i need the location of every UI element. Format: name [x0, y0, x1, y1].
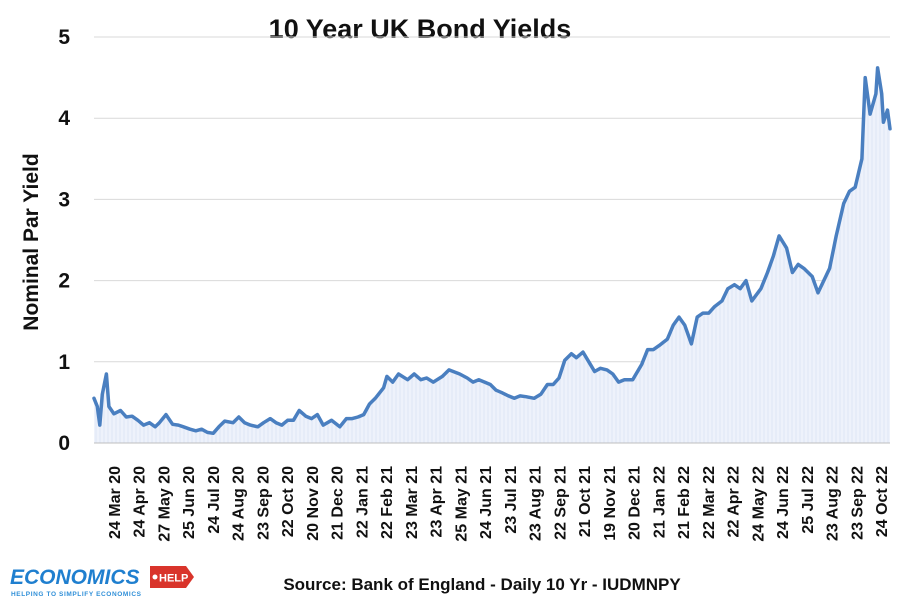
x-tick-label: 23 Aug 21	[528, 466, 545, 541]
y-tick-label: 1	[58, 351, 70, 374]
x-tick-label: 22 Oct 20	[280, 466, 297, 537]
x-tick-label: 23 Aug 22	[825, 466, 842, 541]
logo-tag-shape	[150, 566, 194, 588]
x-tick-label: 22 Sep 21	[552, 466, 569, 540]
y-tick-label: 2	[58, 270, 70, 293]
x-tick-label: 21 Oct 21	[577, 466, 594, 537]
y-tick-label: 0	[58, 432, 70, 455]
x-tick-label: 21 Dec 20	[330, 466, 347, 540]
x-tick-label: 22 Apr 22	[726, 466, 743, 538]
logo-wordmark: ECONOMICS	[10, 566, 140, 589]
y-tick-label: 4	[58, 107, 70, 130]
x-tick-label: 25 Jun 20	[181, 466, 198, 539]
x-tick-label: 25 Jul 22	[800, 466, 817, 534]
chart-title: 10 Year UK Bond Yields	[269, 14, 572, 44]
yield-series-line	[92, 66, 892, 436]
x-tick-label: 24 Aug 20	[231, 466, 248, 541]
x-tick-label: 24 May 22	[750, 466, 767, 542]
yield-area-fill	[94, 67, 890, 444]
x-tick-label: 21 Jan 22	[651, 466, 668, 538]
y-tick-label: 5	[58, 26, 70, 49]
logo-tag-hole	[152, 574, 158, 580]
logo-tag-text: HELP	[159, 573, 188, 585]
x-tick-label: 23 Mar 21	[404, 466, 421, 539]
y-tick-label: 3	[58, 188, 70, 211]
x-tick-label: 24 Oct 22	[874, 466, 891, 537]
x-tick-label: 21 Feb 22	[676, 466, 693, 539]
source-note: Source: Bank of England - Daily 10 Yr - …	[283, 575, 681, 594]
x-tick-label: 23 Sep 22	[849, 466, 866, 540]
x-tick-label: 24 Jul 20	[206, 466, 223, 534]
x-tick-label: 24 Jun 22	[775, 466, 792, 539]
x-tick-label: 23 Apr 21	[429, 466, 446, 538]
x-tick-label: 24 Mar 20	[107, 466, 124, 539]
x-tick-label: 22 Jan 21	[354, 466, 371, 538]
x-tick-label: 20 Nov 20	[305, 466, 322, 541]
x-tick-label: 22 Feb 21	[379, 466, 396, 539]
x-tick-label: 23 Sep 20	[256, 466, 273, 540]
x-tick-label: 20 Dec 21	[627, 466, 644, 540]
y-axis-label: Nominal Par Yield	[20, 153, 43, 330]
x-tick-label: 22 Mar 22	[701, 466, 718, 539]
x-tick-labels: 24 Mar 20 24 Apr 20 27 May 20 25 Jun 20 24 J…	[107, 466, 891, 542]
x-tick-label: 27 May 20	[157, 466, 174, 542]
x-tick-label: 25 May 21	[453, 466, 470, 542]
x-tick-label: 23 Jul 21	[503, 466, 520, 534]
x-tick-label: 24 Jun 21	[478, 466, 495, 539]
daily-bars	[95, 83, 889, 443]
y-tick-labels: 0 1 2 3 4 5	[58, 26, 70, 455]
x-tick-label: 19 Nov 21	[602, 466, 619, 541]
logo-tagline: HELPING TO SIMPLIFY ECONOMICS	[11, 591, 142, 598]
economics-help-logo: ECONOMICS HELP HELPING TO SIMPLIFY ECONO…	[10, 566, 194, 598]
x-tick-label: 24 Apr 20	[132, 466, 149, 538]
